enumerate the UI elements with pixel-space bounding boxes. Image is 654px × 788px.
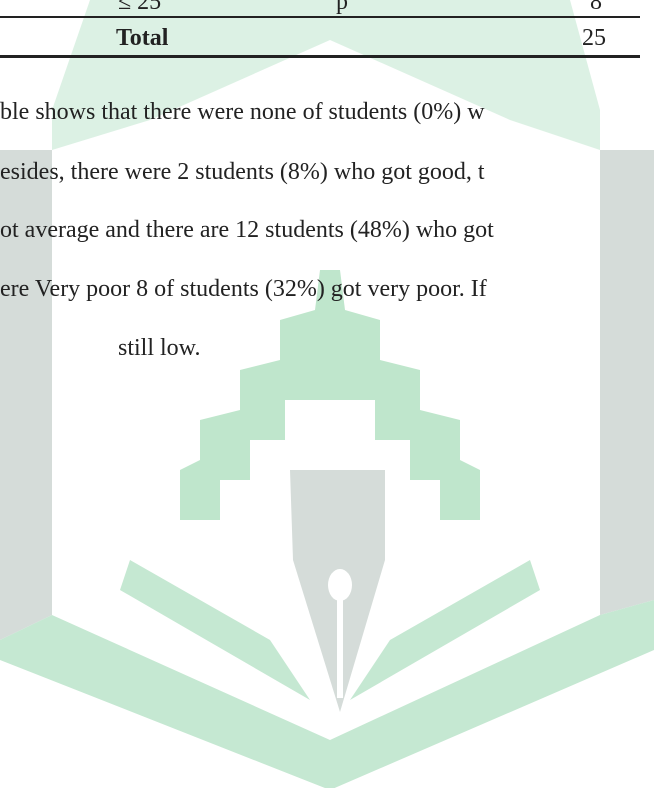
paragraph-line: ble shows that there were none of studen… xyxy=(0,98,485,126)
table-cell: 8 xyxy=(590,0,602,16)
table-rule xyxy=(0,16,640,18)
paragraph-line: ere Very poor 8 of students (32%) got ve… xyxy=(0,275,487,303)
paragraph-line: still low. xyxy=(118,334,200,362)
table-cell: 25 xyxy=(582,24,606,52)
table-rule xyxy=(0,55,640,58)
table-cell: ≤ 25 xyxy=(118,0,161,16)
paragraph-line: esides, there were 2 students (8%) who g… xyxy=(0,158,485,186)
table-cell: Total xyxy=(116,24,168,52)
paragraph-line: ot average and there are 12 students (48… xyxy=(0,216,494,244)
table-cell: p xyxy=(336,0,348,16)
document-page: ≤ 25 p 8 Total 25 ble shows that there w… xyxy=(0,0,654,788)
